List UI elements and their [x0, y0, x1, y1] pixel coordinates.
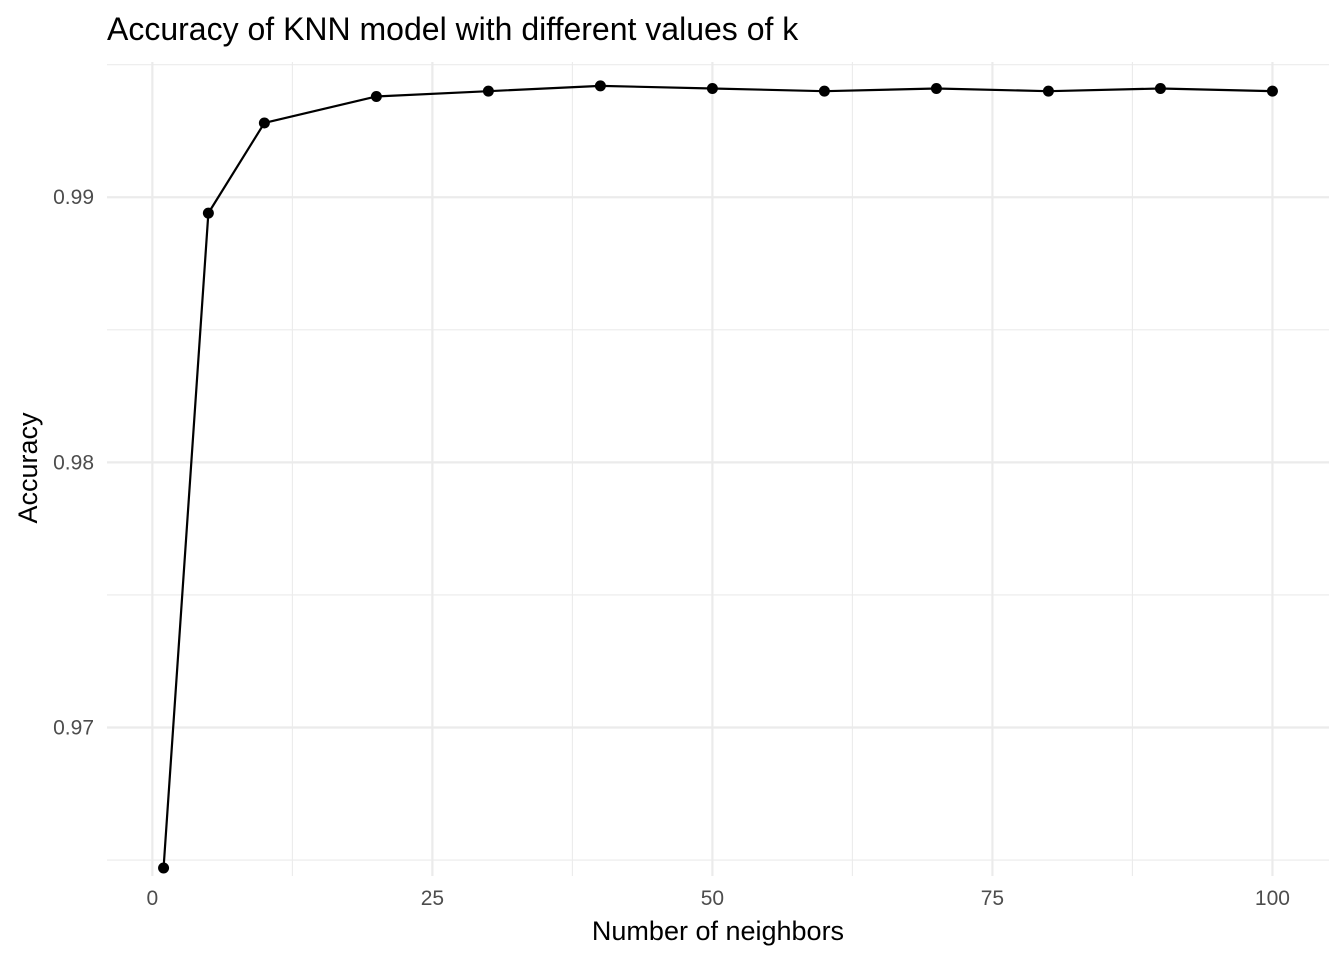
- data-point: [818, 85, 830, 97]
- series-layer: [158, 80, 1278, 874]
- data-point: [258, 117, 270, 129]
- y-tick-label: 0.99: [53, 186, 94, 209]
- data-point: [1042, 85, 1054, 97]
- x-tick-label: 50: [701, 887, 724, 910]
- grid: [107, 62, 1329, 876]
- x-tick-label: 75: [981, 887, 1004, 910]
- x-tick-label: 0: [147, 887, 159, 910]
- data-point: [1154, 83, 1166, 95]
- x-tick-label: 100: [1255, 887, 1290, 910]
- y-axis-title: Accuracy: [13, 412, 43, 524]
- data-point: [594, 80, 606, 92]
- data-point: [930, 83, 942, 95]
- data-point: [706, 83, 718, 95]
- data-point: [482, 85, 494, 97]
- y-axis-ticks: 0.97 0.98 0.99: [53, 186, 94, 739]
- data-point: [1266, 85, 1278, 97]
- y-tick-label: 0.98: [53, 451, 94, 474]
- x-tick-label: 25: [421, 887, 444, 910]
- series-line: [162, 84, 1273, 869]
- x-axis-title: Number of neighbors: [592, 916, 844, 946]
- data-point: [370, 90, 382, 102]
- x-axis-ticks: 0 25 50 75 100: [147, 887, 1290, 910]
- y-tick-label: 0.97: [53, 717, 94, 740]
- data-point: [158, 862, 170, 874]
- chart-title: Accuracy of KNN model with different val…: [107, 11, 799, 47]
- data-point: [202, 207, 214, 219]
